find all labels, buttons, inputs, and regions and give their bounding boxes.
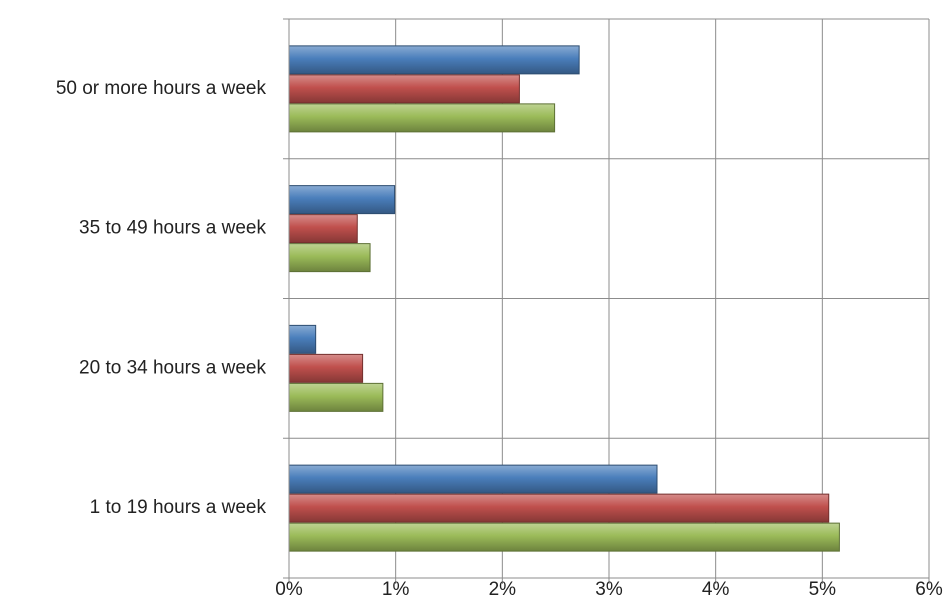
category-label: 1 to 19 hours a week <box>90 497 267 518</box>
category-label: 35 to 49 hours a week <box>79 218 266 239</box>
x-tick-label: 0% <box>275 579 303 598</box>
bar-series-2-20-to-34-hours-a-week <box>288 382 384 412</box>
axes <box>283 18 930 584</box>
x-tick-label: 1% <box>382 579 410 598</box>
bar-series-0-35-to-49-hours-a-week <box>288 185 396 215</box>
x-tick-labels: 0% 1% 2% 3% 4% 5% 6% <box>275 579 943 598</box>
bar-series-1-20-to-34-hours-a-week <box>288 353 364 383</box>
category-label: 50 or more hours a week <box>56 78 267 99</box>
bars <box>288 45 840 552</box>
category-labels: 50 or more hours a week 35 to 49 hours a … <box>56 78 267 518</box>
bar-series-1-1-to-19-hours-a-week <box>288 493 830 523</box>
bar-series-0-50-or-more-hours-a-week <box>288 45 580 75</box>
bar-series-2-1-to-19-hours-a-week <box>288 522 840 552</box>
bar-series-1-50-or-more-hours-a-week <box>288 74 520 104</box>
x-tick-label: 2% <box>489 579 517 598</box>
x-tick-label: 3% <box>595 579 623 598</box>
bar-series-2-50-or-more-hours-a-week <box>288 103 556 133</box>
bar-series-0-20-to-34-hours-a-week <box>288 324 317 354</box>
x-tick-label: 4% <box>702 579 730 598</box>
category-label: 20 to 34 hours a week <box>79 357 266 378</box>
bar-series-0-1-to-19-hours-a-week <box>288 464 658 494</box>
bar-series-1-35-to-49-hours-a-week <box>288 214 358 244</box>
bar-series-2-35-to-49-hours-a-week <box>288 243 371 273</box>
x-tick-label: 6% <box>915 579 943 598</box>
x-tick-label: 5% <box>809 579 837 598</box>
